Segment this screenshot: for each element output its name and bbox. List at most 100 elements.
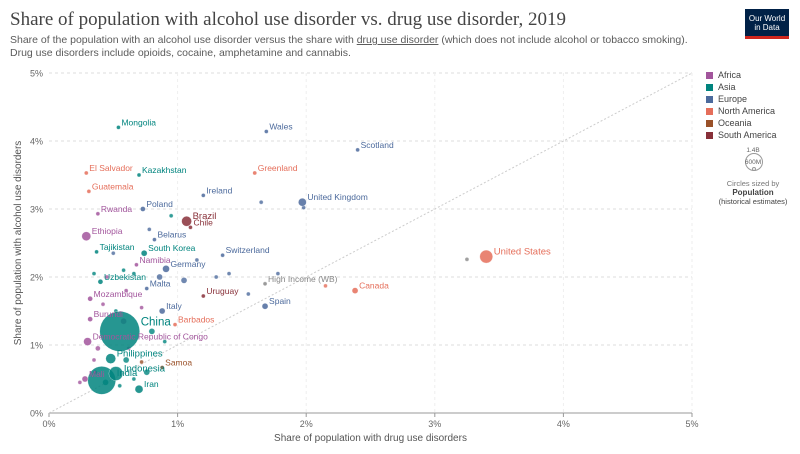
point-label: Wales — [269, 121, 292, 131]
data-point — [159, 307, 166, 315]
point-label: South Korea — [148, 243, 196, 253]
point-label: Indonesia — [124, 363, 166, 374]
size-legend-max-label: 1.4B — [746, 147, 760, 154]
point-label: Philippines — [117, 349, 163, 360]
data-point — [117, 383, 122, 388]
legend-swatch-asia — [706, 83, 713, 91]
data-point — [124, 288, 129, 293]
data-point — [121, 268, 126, 273]
data-point — [134, 262, 139, 267]
data-point — [351, 287, 359, 294]
y-tick-label: 4% — [30, 137, 43, 147]
data-point — [252, 170, 257, 176]
legend-label-oceania: Oceania — [718, 118, 752, 128]
data-point — [91, 271, 97, 276]
data-point — [141, 250, 148, 257]
data-point — [169, 213, 174, 218]
data-point — [136, 172, 142, 178]
x-tick-label: 0% — [42, 419, 55, 429]
legend-swatch-north-america — [706, 107, 713, 115]
legend-swatch-europe — [706, 95, 713, 103]
point-label: Belarus — [157, 230, 186, 240]
data-point — [139, 305, 144, 310]
point-label: Tajikistan — [100, 242, 135, 252]
point-label: Chile — [193, 217, 213, 227]
data-point — [147, 227, 152, 232]
reference-line — [48, 72, 693, 414]
point-label: Mozambique — [94, 289, 143, 299]
size-legend-variable-note: (historical estimates) — [718, 197, 788, 206]
owid-logo[interactable]: Our World in Data — [745, 9, 789, 39]
point-label: India — [117, 368, 138, 379]
data-point — [201, 193, 206, 198]
data-point — [246, 291, 251, 297]
data-point — [131, 271, 137, 276]
legend-label-europe: Europe — [718, 94, 748, 104]
legend-swatch-south-america — [706, 131, 713, 139]
point-label: Guatemala — [92, 181, 134, 191]
data-point — [162, 339, 167, 344]
drug-use-disorder-link[interactable]: drug use disorder — [356, 34, 439, 46]
data-point — [131, 376, 137, 382]
data-point — [105, 353, 116, 364]
size-legend: 1.4B 600M Circles sized by Population (h… — [718, 145, 788, 206]
data-point — [194, 257, 200, 263]
data-point — [95, 211, 101, 216]
point-label: Ethiopia — [92, 226, 123, 236]
y-tick-label: 1% — [30, 341, 43, 351]
point-label: High Income (WB) — [268, 274, 338, 284]
point-label: Malta — [150, 279, 171, 289]
data-point — [91, 357, 97, 363]
y-tick-label: 3% — [30, 205, 43, 215]
legend-item-south-america[interactable]: South America — [706, 129, 777, 141]
legend-swatch-oceania — [706, 119, 713, 127]
data-point — [87, 316, 93, 322]
data-point — [275, 271, 281, 276]
point-label: Canada — [359, 281, 389, 291]
point-label: China — [141, 316, 172, 328]
chart-title: Share of population with alcohol use dis… — [10, 9, 566, 30]
data-point — [226, 271, 232, 276]
legend-item-oceania[interactable]: Oceania — [706, 117, 777, 129]
region-legend: Africa Asia Europe North America Oceania… — [706, 69, 777, 141]
y-axis-label: Share of population with alcohol use dis… — [13, 141, 24, 346]
data-point — [123, 356, 130, 364]
data-point — [95, 345, 101, 352]
data-point — [84, 170, 89, 176]
data-point — [97, 279, 104, 285]
point-label: United States — [494, 247, 551, 258]
x-tick-label: 3% — [428, 419, 441, 429]
x-axis-label: Share of population with drug use disord… — [274, 433, 467, 444]
data-point — [298, 198, 307, 207]
data-point — [479, 249, 493, 264]
legend-item-north-america[interactable]: North America — [706, 105, 777, 117]
legend-item-africa[interactable]: Africa — [706, 69, 777, 81]
point-label: Iran — [144, 379, 159, 389]
subtitle-text-start: Share of the population with an alcohol … — [10, 34, 357, 46]
data-point — [87, 296, 93, 302]
data-point — [181, 216, 192, 227]
point-label: United Kingdom — [307, 192, 367, 202]
data-point — [116, 125, 121, 130]
data-point — [162, 265, 170, 273]
data-point — [140, 206, 146, 212]
legend-item-asia[interactable]: Asia — [706, 81, 777, 93]
data-point — [104, 274, 110, 280]
data-point — [143, 369, 150, 376]
logo-line-1: Our World — [748, 14, 786, 23]
point-label: Democratic Republic of Congo — [93, 332, 209, 342]
data-point — [355, 147, 360, 152]
data-point — [262, 281, 268, 286]
point-label: Italy — [166, 301, 182, 311]
subtitle-text-end: (which does not include alcohol or tobac… — [10, 34, 688, 59]
data-point — [86, 189, 92, 194]
point-label: Uruguay — [206, 286, 239, 296]
point-label: Poland — [146, 199, 173, 209]
y-tick-label: 2% — [30, 273, 43, 283]
data-point — [323, 283, 328, 288]
logo-line-2: in Data — [754, 23, 780, 32]
legend-item-europe[interactable]: Europe — [706, 93, 777, 105]
size-legend-variable: Population — [732, 188, 774, 197]
size-legend-note: Circles sized by — [726, 179, 780, 188]
